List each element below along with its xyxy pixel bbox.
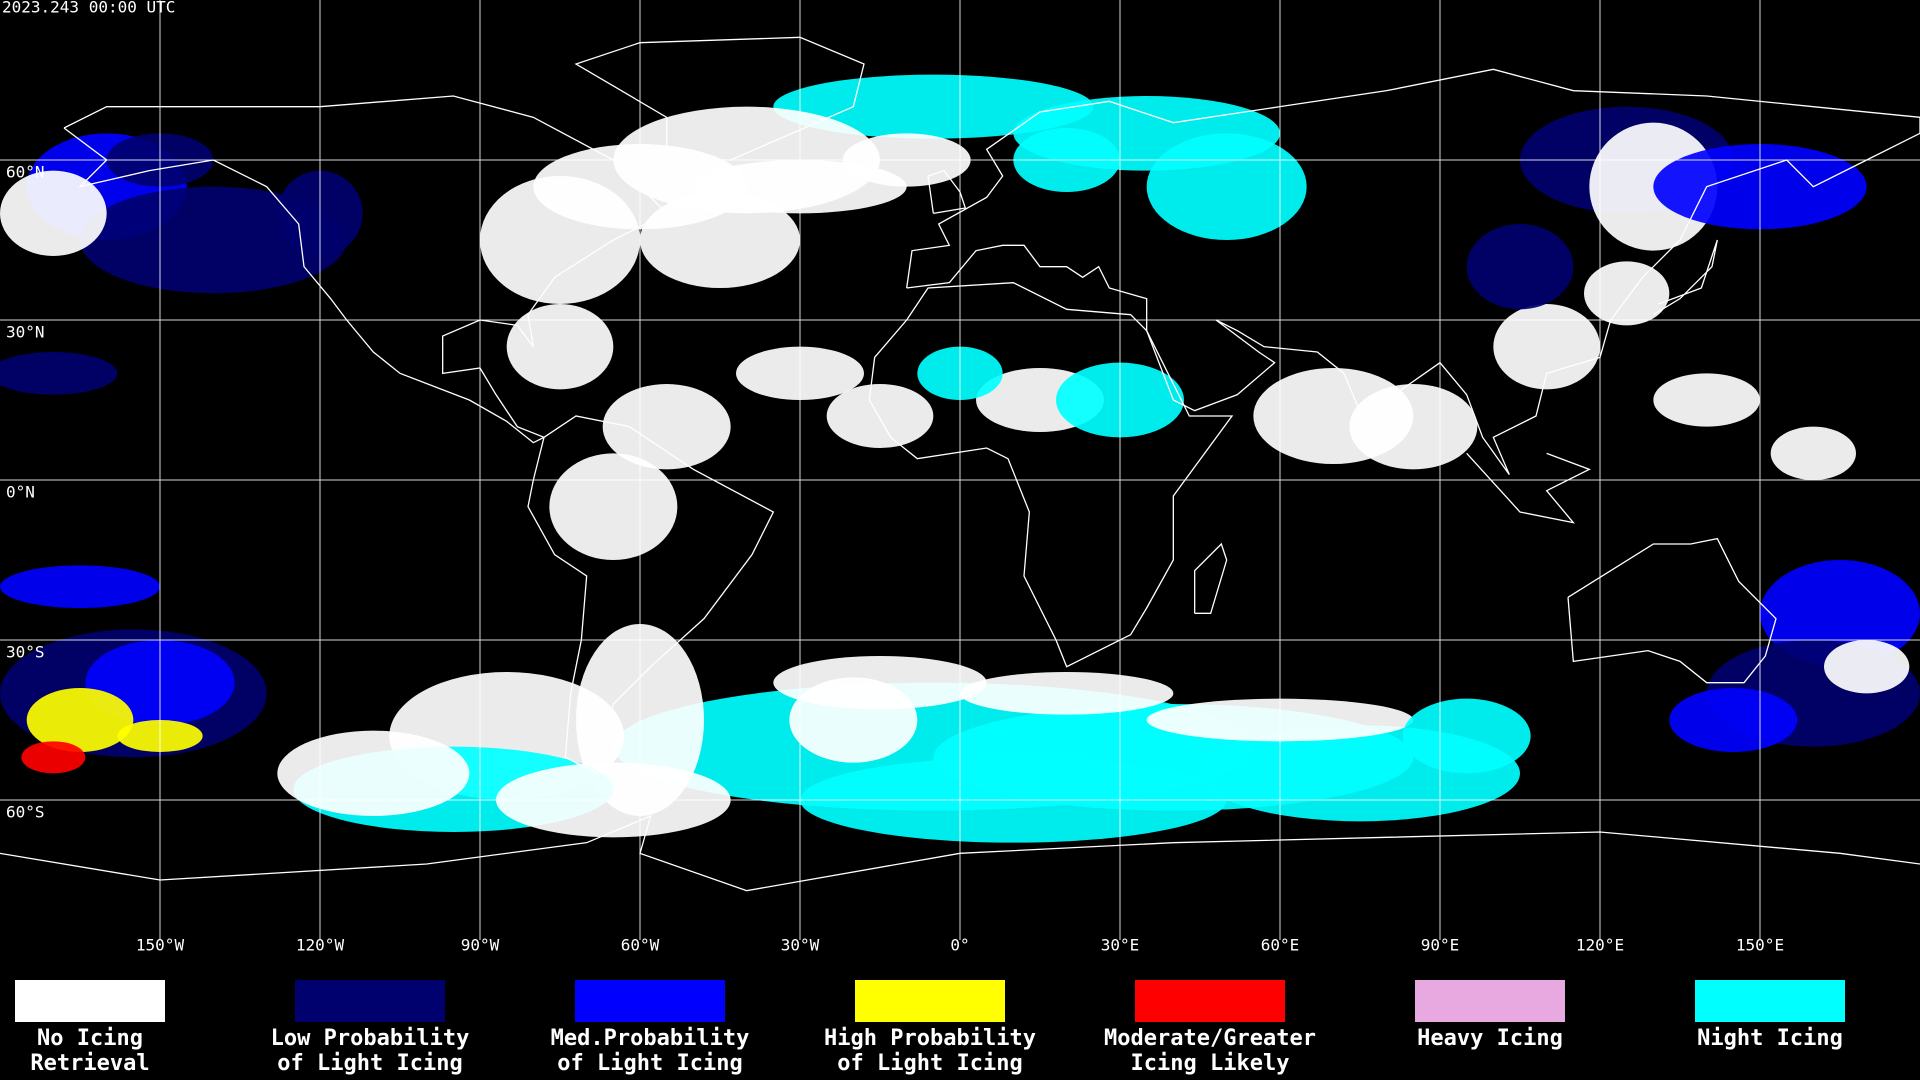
- legend-label: Icing Likely: [1131, 1051, 1290, 1076]
- legend-label: Heavy Icing: [1417, 1026, 1563, 1051]
- cloud: [773, 656, 987, 710]
- legend-swatch: [1135, 980, 1285, 1022]
- longitude-label: 60°E: [1261, 936, 1300, 955]
- legend-swatch: [1695, 980, 1845, 1022]
- legend-label: Moderate/Greater: [1104, 1026, 1316, 1051]
- cloud: [506, 304, 614, 390]
- cloud: [773, 74, 1094, 139]
- cloud: [1770, 426, 1857, 481]
- cloud: [602, 384, 731, 470]
- cloud: [1493, 304, 1600, 390]
- legend-label: of Light Icing: [557, 1051, 742, 1076]
- longitude-label: 30°W: [781, 936, 820, 955]
- cloud: [549, 453, 678, 560]
- longitude-label: 150°W: [136, 936, 185, 955]
- coastline: [868, 282, 1234, 668]
- cloud: [0, 170, 107, 256]
- coastline: [1194, 542, 1228, 614]
- legend-swatch: [575, 980, 725, 1022]
- longitude-label: 90°W: [461, 936, 500, 955]
- longitude-label: 150°E: [1736, 936, 1784, 955]
- latitude-label: 0°N: [6, 483, 35, 502]
- coastline: [527, 415, 775, 775]
- cloud: [959, 672, 1174, 715]
- cloud: [1349, 384, 1478, 470]
- latitude-label: 30°N: [6, 323, 45, 342]
- timestamp: 2023.243 00:00 UTC: [2, 0, 175, 17]
- coastline: [1466, 452, 1591, 524]
- legend-label: Low Probability: [271, 1026, 470, 1051]
- longitude-label: 60°W: [621, 936, 660, 955]
- cloud: [0, 352, 118, 395]
- legend-label: of Light Icing: [277, 1051, 462, 1076]
- coastline: [906, 68, 1920, 476]
- legend-label: High Probability: [824, 1026, 1036, 1051]
- longitude-label: 0°: [950, 936, 969, 955]
- longitude-label: 120°W: [296, 936, 345, 955]
- latitude-label: 30°S: [6, 643, 45, 662]
- latitude-label: 60°N: [6, 163, 45, 182]
- graticule: [0, 0, 1920, 940]
- coastline: [63, 95, 668, 444]
- longitude-label: 90°E: [1421, 936, 1460, 955]
- legend-swatch: [1415, 980, 1565, 1022]
- cloud: [1584, 261, 1670, 326]
- coastline: [1567, 537, 1777, 684]
- cloud: [21, 741, 86, 774]
- legend-swatch: [15, 980, 165, 1022]
- legend-label: Night Icing: [1697, 1026, 1843, 1051]
- latitude-label: 60°S: [6, 803, 45, 822]
- cloud: [1466, 223, 1574, 310]
- cloud: [480, 176, 640, 304]
- longitude-label: 120°E: [1576, 936, 1624, 955]
- legend-label: Retrieval: [30, 1051, 149, 1076]
- cloud: [1669, 688, 1798, 752]
- cloud: [640, 192, 800, 288]
- cloud: [1824, 640, 1910, 694]
- cloud: [0, 565, 160, 609]
- cloud: [277, 730, 470, 816]
- legend-label: Med.Probability: [551, 1026, 750, 1051]
- longitude-label: 30°E: [1101, 936, 1140, 955]
- coastline: [1652, 239, 1718, 316]
- legend-swatch: [295, 980, 445, 1022]
- cloud: [826, 384, 934, 448]
- legend-label: of Light Icing: [837, 1051, 1022, 1076]
- cloud: [1653, 373, 1760, 427]
- cloud: [1402, 698, 1531, 774]
- cloud: [26, 688, 134, 752]
- legend-swatch: [855, 980, 1005, 1022]
- legend-label: No Icing: [37, 1026, 143, 1051]
- labels: 60°N 30°N 0°N 30°S 60°S 150°W 120°W 90°W 60°W 30°…: [6, 163, 1784, 955]
